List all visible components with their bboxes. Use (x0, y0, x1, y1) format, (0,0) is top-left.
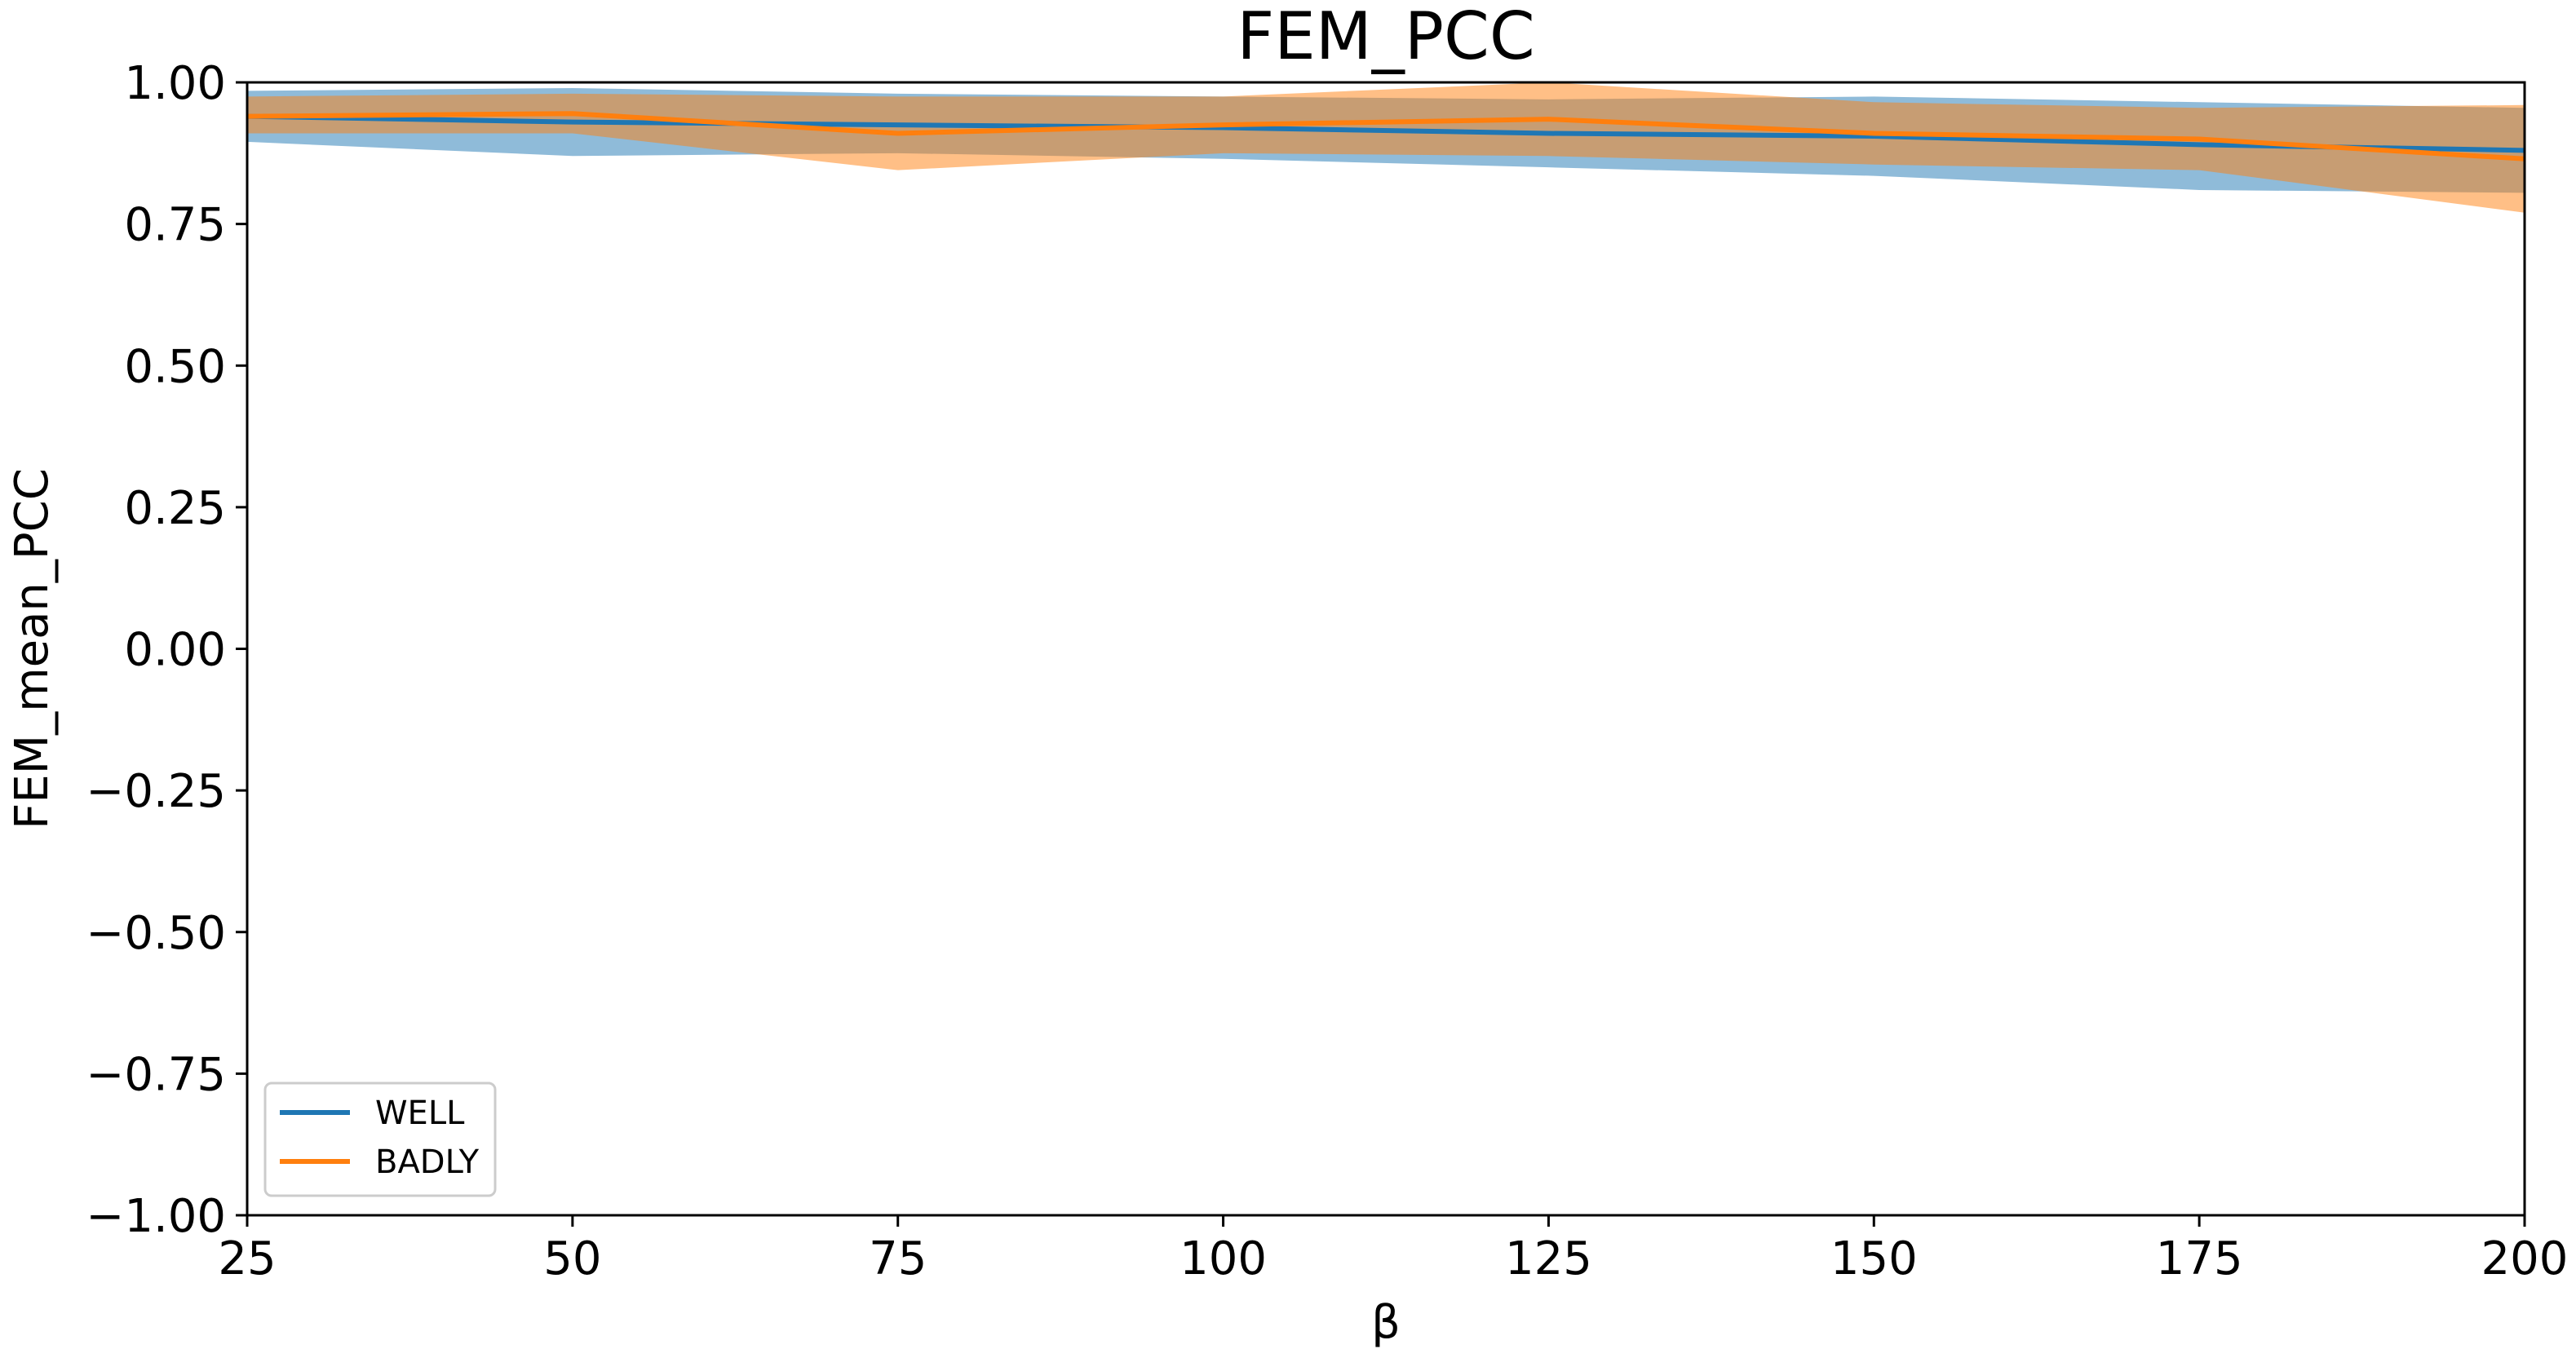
x-tick-label: 200 (2481, 1232, 2569, 1285)
confidence-bands (247, 82, 2525, 213)
line-badly (246, 111, 2525, 161)
x-tick-label: 75 (869, 1232, 927, 1285)
x-tick-label: 100 (1180, 1232, 1267, 1285)
y-tick-label: −0.75 (86, 1048, 226, 1101)
y-tick-label: 0.75 (124, 199, 226, 252)
y-tick-label: −0.25 (86, 765, 226, 818)
x-tick-label: 50 (543, 1232, 601, 1285)
x-axis-label: β (1371, 1296, 1401, 1349)
x-tick-label: 175 (2156, 1232, 2243, 1285)
legend-label-well: WELL (375, 1095, 465, 1132)
y-axis-label: FEM_mean_PCC (6, 468, 59, 829)
line-well (246, 113, 2525, 153)
y-tick-label: 1.00 (124, 57, 226, 110)
y-tick-label: −0.50 (86, 907, 226, 960)
legend: WELL BADLY (263, 1082, 497, 1197)
chart-title: FEM_PCC (1237, 0, 1535, 74)
y-tick-label: −1.00 (86, 1190, 226, 1243)
y-tick-label: 0.50 (124, 340, 226, 393)
y-tick-label: 0.25 (124, 482, 226, 535)
y-axis-ticks: −1.00 −0.75 −0.50 −0.25 0.00 0.25 0.50 0.75 1.00 (86, 57, 247, 1243)
x-tick-label: 150 (1830, 1232, 1918, 1285)
y-tick-label: 0.00 (124, 624, 226, 677)
series-lines (246, 111, 2525, 161)
plot-frame (246, 81, 2526, 1217)
legend-label-badly: BADLY (375, 1143, 480, 1181)
band-badly (247, 82, 2525, 213)
x-tick-label: 25 (218, 1232, 276, 1285)
x-axis-ticks: 25 50 75 100 125 150 175 200 (218, 1215, 2568, 1285)
x-tick-label: 125 (1505, 1232, 1592, 1285)
